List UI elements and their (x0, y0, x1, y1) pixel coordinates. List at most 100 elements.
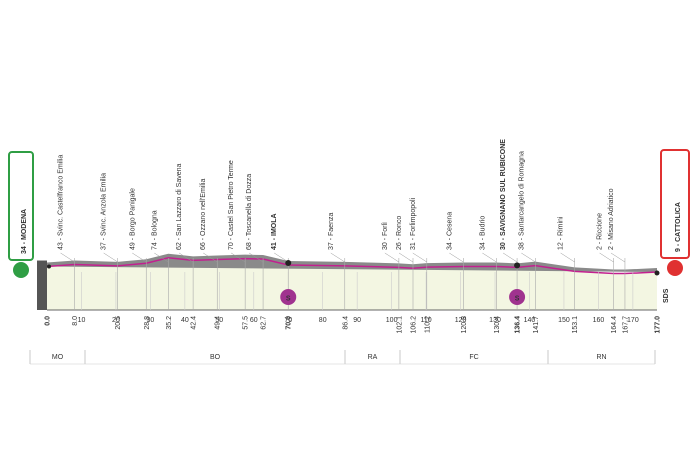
region-label: RA (368, 354, 378, 361)
x-tick-label: 160 (593, 317, 605, 324)
leader (330, 252, 345, 263)
x-tick-label: 150 (558, 317, 570, 324)
profile-line (46, 256, 658, 275)
km-label: 110.2 (424, 316, 431, 333)
x-tick-label: 50 (215, 317, 223, 324)
km-label: 177.0 (655, 316, 662, 334)
place-box (660, 149, 690, 259)
leader (231, 252, 246, 263)
leader (132, 252, 147, 263)
km-label: 20.5 (115, 316, 122, 330)
km-label: 0.0 (45, 316, 52, 326)
x-tick-label: 170 (627, 317, 639, 324)
x-tick-label: 100 (386, 317, 398, 324)
km-label: 28.8 (144, 316, 151, 330)
x-tick-label: 10 (78, 317, 86, 324)
waypoint-label: 30 - Forlì (382, 222, 389, 250)
x-tick-label: 120 (455, 317, 467, 324)
region-label: FC (469, 354, 478, 361)
waypoint-label: 2 - Riccione (597, 213, 604, 250)
sprint-label: S (515, 296, 520, 303)
km-label: 106.2 (411, 316, 418, 334)
leader (449, 252, 464, 263)
waypoint-label: 62 - San Lazzaro di Savena (176, 164, 183, 250)
sprint-dot (285, 259, 292, 266)
x-tick-label: 40 (181, 317, 189, 324)
km-label: 136.4 (515, 316, 522, 334)
leader (521, 252, 536, 263)
leader (560, 252, 575, 263)
x-tick-label: 140 (524, 317, 536, 324)
waypoint-label: 12 - Rimini (558, 216, 565, 250)
waypoint-label: 34 - Budrio (479, 216, 486, 250)
start-wall (37, 260, 47, 310)
sprint-label: S (286, 296, 291, 303)
waypoint-label: 37 - Faenza (328, 213, 335, 250)
leader (384, 252, 400, 263)
km-label: 8.0 (72, 316, 79, 326)
place-icon (13, 262, 29, 278)
x-tick-label: 60 (250, 317, 258, 324)
waypoint-label: 43 - Svinc. Castelfranco Emilia (58, 155, 65, 250)
x-tick-label: 80 (319, 317, 327, 324)
place-box (8, 151, 34, 261)
km-label: 120.8 (461, 316, 468, 334)
leader (178, 252, 194, 263)
place-label: 9 - CATTOLICA (675, 202, 682, 252)
x-tick-label: 30 (146, 317, 154, 324)
leader (412, 252, 427, 263)
km-label: 164.4 (611, 316, 618, 334)
leader (274, 252, 289, 263)
waypoint-label: 2 - Misano Adriatico (608, 188, 615, 250)
x-tick-label: 20 (112, 317, 120, 324)
km-label: 35.2 (166, 316, 173, 330)
place-icon (667, 260, 683, 276)
waypoint-label: 49 - Borgo Panigale (129, 188, 136, 250)
waypoint-label: 31 - Forlimpopoli (410, 197, 417, 250)
leader (610, 252, 626, 263)
leader (599, 252, 614, 263)
sprint-dot (514, 262, 521, 269)
x-tick-label: 110 (421, 317, 432, 324)
km-label: 102.1 (396, 316, 403, 334)
waypoint-label: 26 - Ronco (396, 216, 403, 250)
waypoint-label: 74 - Bologna (151, 210, 158, 250)
km-label: 70.0 (286, 316, 293, 330)
waypoint-label: 70 - Castel San Pietro Terme (228, 160, 235, 250)
brand: SDS (663, 288, 670, 303)
waypoint-label: 66 - Ozzano nell'Emilia (200, 179, 207, 250)
km-label: 49.4 (215, 316, 222, 330)
start-dot (47, 264, 51, 269)
km-label: 153.1 (572, 316, 579, 334)
region-label: BO (210, 354, 221, 361)
leader (203, 252, 218, 263)
leader (502, 252, 518, 263)
waypoint-label: 41 - IMOLA (271, 213, 278, 250)
waypoint-label: 37 - Svinc. Anzola Emilia (101, 173, 108, 250)
x-tick-label: 130 (489, 317, 501, 324)
sprint-icon (509, 289, 526, 305)
waypoint-label: 30 - SAVIGNANO SUL RUBICONE (500, 139, 507, 250)
x-tick-label: 70 (284, 317, 292, 324)
leader (482, 252, 497, 263)
region-label: MO (52, 354, 64, 361)
leader (398, 252, 414, 263)
finish-dot (654, 270, 660, 276)
x-tick-label: 90 (353, 317, 361, 324)
km-label: 130.4 (494, 316, 501, 334)
waypoint-label: 34 - Cesena (446, 212, 453, 250)
leader (248, 252, 264, 263)
waypoint-label: 38 - Santarcangelo di Romagna (518, 151, 525, 250)
km-label: 62.7 (261, 316, 268, 330)
km-label: 57.5 (243, 316, 250, 330)
km-label: 42.4 (191, 316, 198, 330)
km-label: 86.4 (342, 316, 349, 330)
leader (154, 252, 169, 263)
leader (103, 252, 118, 263)
region-label: RN (596, 354, 606, 361)
sprint-icon (280, 289, 297, 305)
km-label: 141.7 (533, 316, 540, 334)
profile-area (47, 257, 657, 310)
km-label: 167.7 (622, 316, 629, 334)
